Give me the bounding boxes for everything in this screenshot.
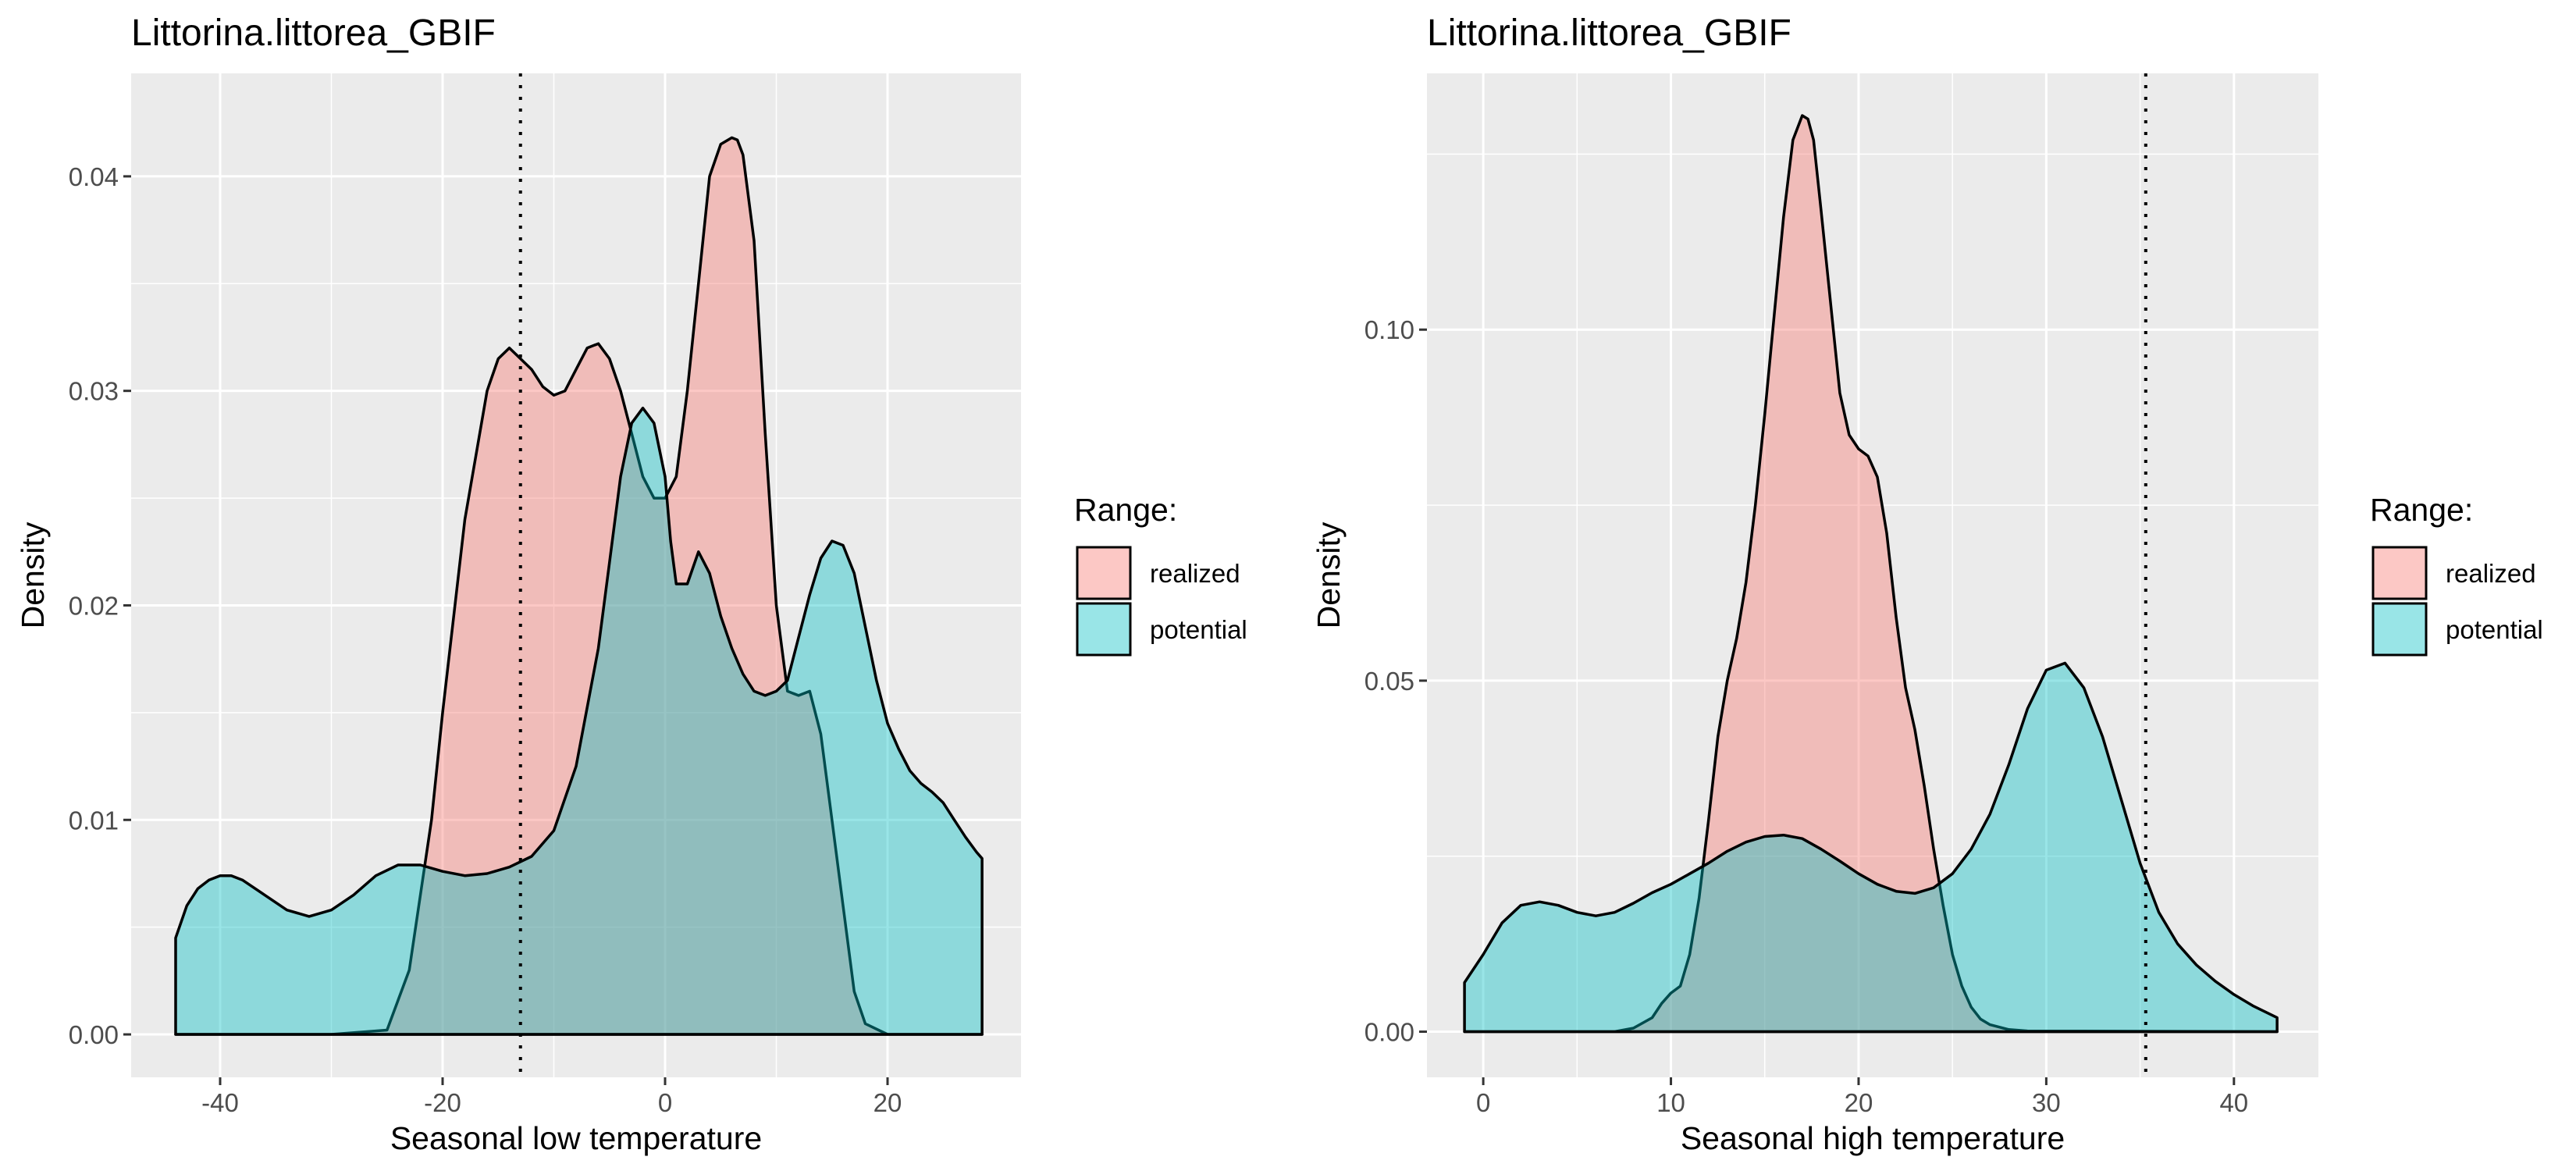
- chart-left-legend-key-realized: [1076, 546, 1132, 600]
- chart-left-x-tick-label: -40: [201, 1088, 239, 1117]
- chart-left-y-tick-label: 0.01: [69, 806, 119, 835]
- chart-left-y-tick-label: 0.04: [69, 162, 119, 191]
- chart-right-y-tick-label: 0.00: [1364, 1018, 1414, 1047]
- chart-left-grid: [131, 73, 1021, 1077]
- chart-right-title: Littorina.littorea_GBIF: [1427, 12, 1791, 54]
- chart-left-area-realized: [174, 136, 984, 1036]
- chart-left-xlabel: Seasonal low temperature: [390, 1120, 762, 1156]
- chart-right-y-tick-label: 0.10: [1364, 315, 1414, 344]
- chart-left-title: Littorina.littorea_GBIF: [131, 12, 496, 54]
- chart-right-x-axis: 0 10 20 30 40: [1476, 1077, 2248, 1117]
- chart-right-y-tick-label: 0.05: [1364, 667, 1414, 696]
- chart-right-x-tick-label: 30: [2032, 1088, 2061, 1117]
- chart-right-legend: Range: realized potential: [2370, 492, 2543, 657]
- chart-left-legend-key-potential: [1076, 602, 1132, 657]
- chart-right-ylabel: Density: [1311, 521, 1347, 628]
- chart-right-x-tick-label: 20: [1845, 1088, 1873, 1117]
- chart-right-areas: [1463, 114, 2279, 1034]
- chart-right-x-tick-label: 10: [1656, 1088, 1685, 1117]
- chart-right-legend-key-potential: [2371, 602, 2428, 657]
- chart-left-y-tick-label: 0.00: [69, 1020, 119, 1049]
- chart-left-legend-title: Range:: [1074, 492, 1177, 528]
- chart-right-legend-label-potential: potential: [2446, 615, 2543, 644]
- chart-right-legend-label-realized: realized: [2446, 559, 2536, 588]
- chart-left-x-tick-label: -20: [424, 1088, 461, 1117]
- chart-left-legend-label-potential: potential: [1150, 615, 1247, 644]
- chart-left-ylabel: Density: [15, 521, 51, 628]
- chart-right-xlabel: Seasonal high temperature: [1681, 1120, 2065, 1156]
- chart-left-x-axis: -40 -20 0 20: [201, 1077, 902, 1117]
- chart-right-legend-key-realized: [2371, 546, 2428, 600]
- chart-left-panel-background: [131, 73, 1021, 1077]
- chart-left-area-potential: [174, 406, 984, 1036]
- chart-right-x-tick-label: 0: [1476, 1088, 1490, 1117]
- chart-left-y-tick-label: 0.03: [69, 377, 119, 406]
- chart-right-panel-background: [1427, 73, 2318, 1077]
- chart-right-area-potential: [1463, 661, 2279, 1034]
- chart-right-legend-title: Range:: [2370, 492, 2473, 528]
- chart-left-x-tick-label: 0: [658, 1088, 672, 1117]
- chart-right-x-tick-label: 40: [2219, 1088, 2248, 1117]
- chart-right: Littorina.littorea_GBIF 0 10 20 30 40 0.000.…: [1311, 12, 2543, 1156]
- chart-right-y-axis: 0.00 0.05 0.10: [1364, 315, 1427, 1047]
- chart-left-areas: [174, 136, 984, 1036]
- chart-right-area-realized: [1463, 114, 2279, 1034]
- chart-left: Littorina.littorea_GBIF -40 -20 0 20 0.000.…: [15, 12, 1247, 1156]
- chart-left-legend: Range: realized potential: [1074, 492, 1247, 657]
- chart-left-y-tick-label: 0.02: [69, 591, 119, 620]
- chart-left-x-tick-label: 20: [873, 1088, 902, 1117]
- chart-left-legend-label-realized: realized: [1150, 559, 1240, 588]
- chart-left-y-axis: 0.00 0.01 0.02 0.03 0.04: [69, 162, 131, 1049]
